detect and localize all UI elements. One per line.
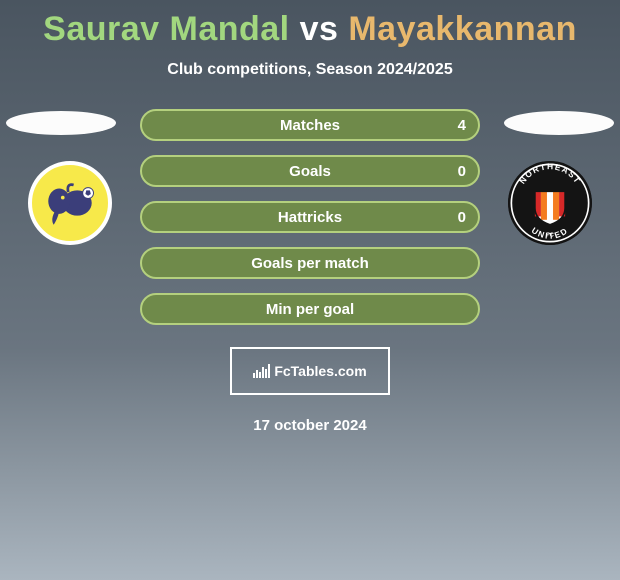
stat-row-mpg: Min per goal xyxy=(140,293,480,325)
stat-right-value: 0 xyxy=(458,209,466,226)
main-area: KERALA BLASTERS xyxy=(0,109,620,434)
right-oval-decor xyxy=(504,111,614,135)
bars-icon xyxy=(253,364,270,378)
svg-text:BLASTERS: BLASTERS xyxy=(50,240,90,245)
brand-text: FcTables.com xyxy=(274,363,366,379)
left-oval-decor xyxy=(6,111,116,135)
stat-label: Matches xyxy=(280,117,340,134)
stat-label: Hattricks xyxy=(278,209,342,226)
stat-right-value: 0 xyxy=(458,163,466,180)
player2-name: Mayakkannan xyxy=(348,10,577,48)
stat-right-value: 4 xyxy=(458,117,466,134)
subtitle: Club competitions, Season 2024/2025 xyxy=(167,61,452,79)
svg-text:KERALA: KERALA xyxy=(53,161,88,164)
stat-label: Goals xyxy=(289,163,331,180)
player1-name: Saurav Mandal xyxy=(43,10,289,48)
stats-table: Matches 4 Goals 0 Hattricks 0 Goals per … xyxy=(140,109,480,325)
stat-label: Goals per match xyxy=(251,255,369,272)
team-logo-left: KERALA BLASTERS xyxy=(28,161,112,245)
stat-label: Min per goal xyxy=(266,301,354,318)
stat-row-goals: Goals 0 xyxy=(140,155,480,187)
northeast-united-logo-icon: NORTHEAST UNITED FC xyxy=(508,161,592,245)
team-logo-right: NORTHEAST UNITED FC xyxy=(508,161,592,245)
kerala-blasters-logo-icon: KERALA BLASTERS xyxy=(32,161,108,245)
brand-box: FcTables.com xyxy=(230,347,390,395)
stat-row-gpm: Goals per match xyxy=(140,247,480,279)
stat-row-hattricks: Hattricks 0 xyxy=(140,201,480,233)
vs-text: vs xyxy=(290,10,349,48)
date-line: 17 october 2024 xyxy=(0,417,620,434)
svg-text:FC: FC xyxy=(546,233,555,239)
page-title: Saurav Mandal vs Mayakkannan xyxy=(43,10,577,49)
stat-row-matches: Matches 4 xyxy=(140,109,480,141)
